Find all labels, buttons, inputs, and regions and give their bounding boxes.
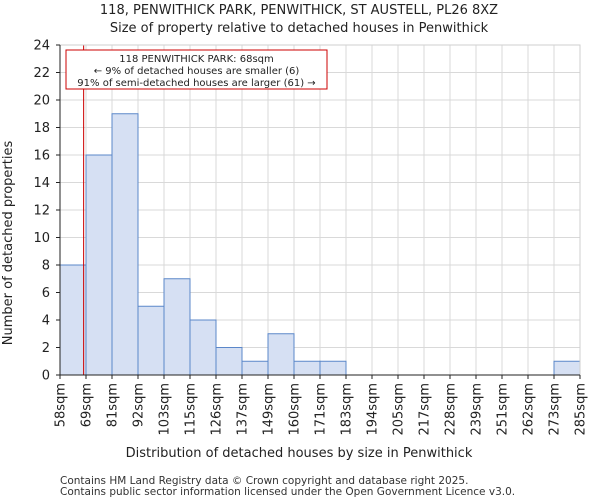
x-tick-label: 115sqm — [184, 383, 199, 436]
bar — [267, 333, 295, 376]
y-tick-label: 6 — [42, 286, 50, 301]
footer-line-2: Contains public sector information licen… — [60, 486, 515, 498]
y-tick-label: 14 — [33, 176, 50, 191]
bar — [111, 113, 139, 376]
x-axis-label: Distribution of detached houses by size … — [126, 446, 473, 461]
x-tick-label: 194sqm — [366, 383, 381, 436]
x-tick-label: 126sqm — [210, 383, 225, 436]
y-tick-label: 24 — [33, 39, 50, 54]
x-tick-label: 239sqm — [470, 383, 485, 436]
bar — [85, 154, 113, 376]
y-tick-label: 4 — [42, 314, 50, 329]
y-axis-label: Number of detached properties — [1, 141, 16, 346]
x-tick-label: 81sqm — [106, 383, 121, 427]
y-tick-label: 22 — [33, 66, 50, 81]
x-tick-label: 251sqm — [496, 383, 511, 436]
x-tick-label: 137sqm — [236, 383, 251, 436]
bar — [293, 360, 321, 376]
bar — [553, 360, 581, 376]
x-tick-label: 92sqm — [132, 383, 147, 427]
x-tick-labels: 58sqm 69sqm 81sqm 92sqm 103sqm 115sqm 126sqm 13… — [54, 375, 589, 436]
y-tick-label: 0 — [42, 369, 50, 384]
x-tick-label: 171sqm — [314, 383, 329, 436]
bar — [189, 319, 217, 376]
bar — [241, 360, 269, 376]
annotation-line-3: 91% of semi-detached houses are larger (… — [77, 78, 315, 89]
y-tick-label: 18 — [33, 121, 50, 136]
x-tick-label: 262sqm — [522, 383, 537, 436]
bar — [163, 278, 191, 376]
y-tick-label: 12 — [33, 204, 50, 219]
annotation-line-2: ← 9% of detached houses are smaller (6) — [94, 66, 300, 77]
x-tick-label: 217sqm — [418, 383, 433, 436]
chart-title: 118, PENWITHICK PARK, PENWITHICK, ST AUS… — [100, 3, 498, 18]
chart-subtitle: Size of property relative to detached ho… — [110, 21, 489, 36]
x-tick-label: 183sqm — [340, 383, 355, 436]
bar — [137, 305, 165, 376]
x-tick-label: 205sqm — [392, 383, 407, 436]
x-tick-label: 69sqm — [80, 383, 95, 427]
y-tick-label: 2 — [42, 341, 50, 356]
x-tick-label: 149sqm — [262, 383, 277, 436]
x-tick-label: 228sqm — [444, 383, 459, 436]
x-tick-label: 103sqm — [158, 383, 173, 436]
x-tick-label: 58sqm — [54, 383, 69, 427]
bar — [215, 347, 243, 376]
annotation-line-1: 118 PENWITHICK PARK: 68sqm — [119, 54, 274, 65]
x-tick-label: 273sqm — [548, 383, 563, 436]
annotation-box — [65, 49, 328, 90]
marker-group: 118 PENWITHICK PARK: 68sqm← 9% of detach… — [65, 45, 328, 375]
y-tick-label: 16 — [33, 149, 50, 164]
bar — [59, 264, 87, 376]
bar — [319, 360, 347, 376]
footer-line-1: Contains HM Land Registry data © Crown c… — [60, 475, 468, 487]
y-tick-label: 8 — [42, 259, 50, 274]
y-tick-label: 20 — [33, 94, 50, 109]
x-tick-label: 160sqm — [288, 383, 303, 436]
x-tick-label: 285sqm — [574, 383, 589, 436]
y-tick-label: 10 — [33, 231, 50, 246]
